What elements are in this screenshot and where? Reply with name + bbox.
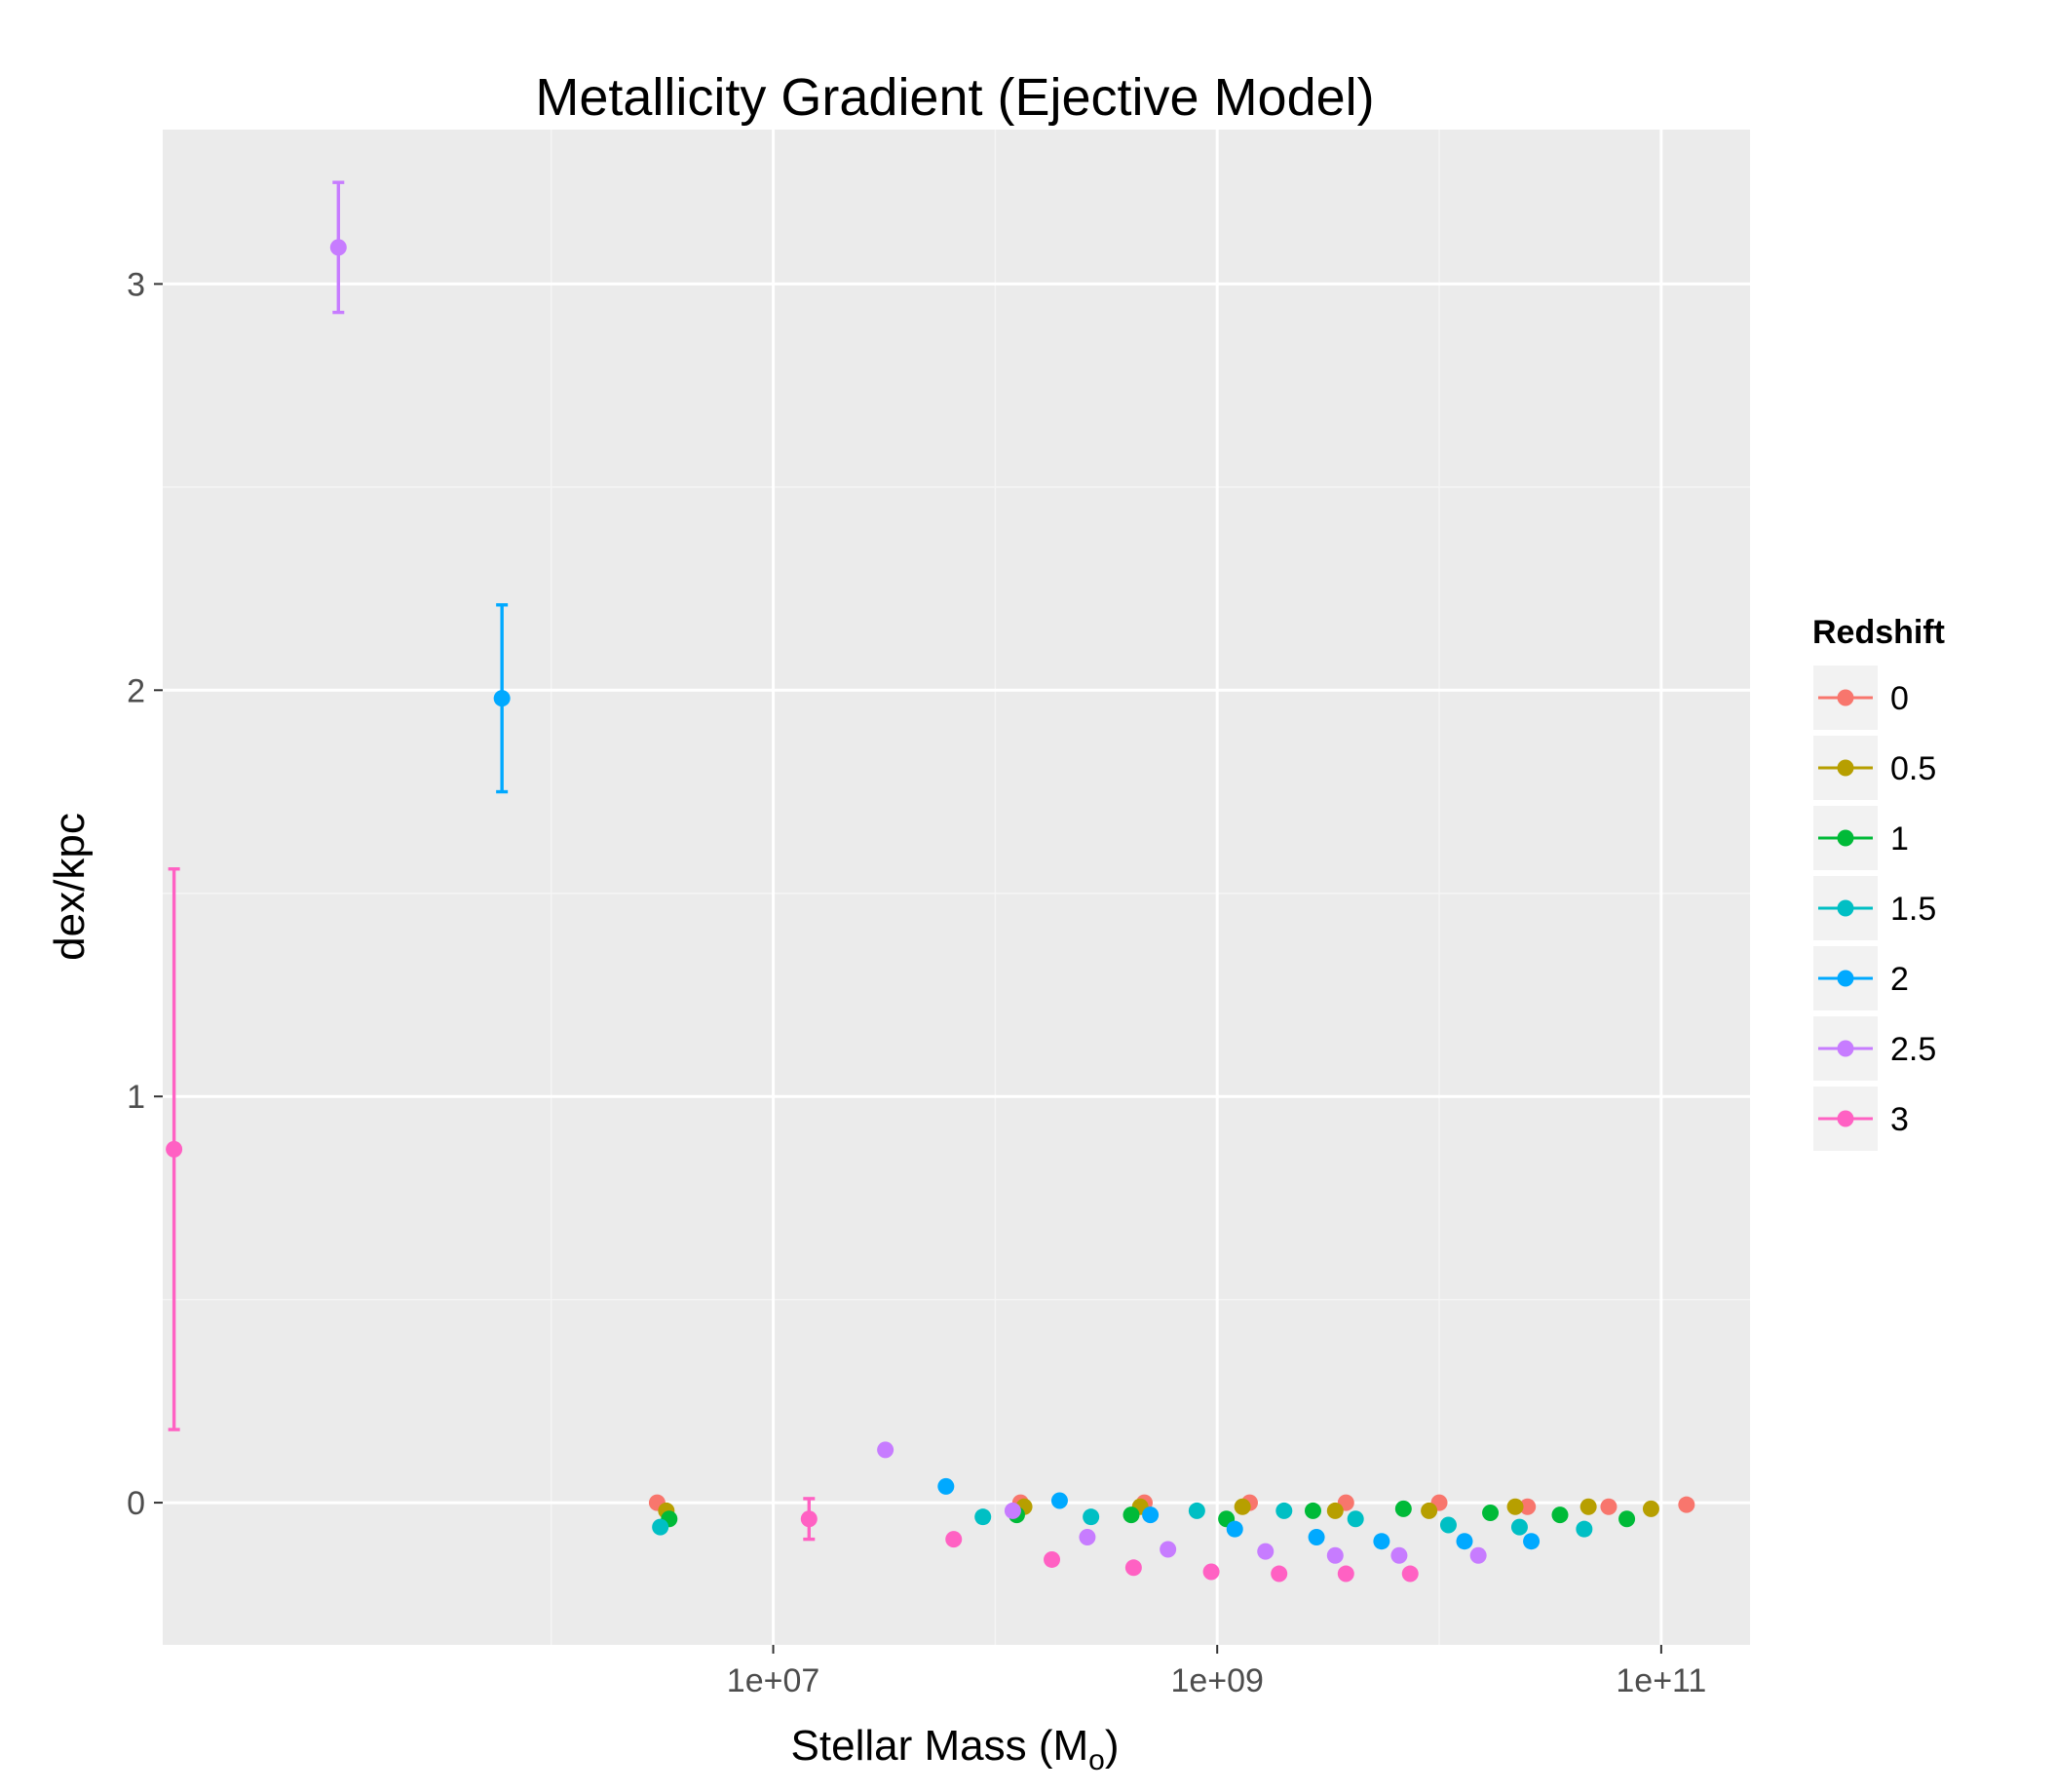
y-tick-label: 3 [127,266,145,303]
data-point-series-4 [1142,1506,1160,1524]
data-point-series-1 [1506,1498,1524,1515]
data-point-series-3 [1439,1516,1457,1534]
legend-label-0: 0 [1890,680,1909,717]
grid-minor [163,130,1750,1645]
data-point-series-6 [945,1531,963,1548]
data-point-series-5 [1004,1502,1021,1519]
data-point-series-2 [1394,1500,1412,1517]
data-point-series-3 [974,1508,992,1526]
data-point-series-6 [1271,1565,1288,1582]
data-point-series-2 [1551,1506,1569,1524]
legend-label-1: 0.5 [1890,750,1936,787]
legend-title: Redshift [1812,614,1945,651]
data-point-series-4 [1050,1492,1068,1509]
legend-label-3: 1.5 [1890,891,1936,928]
data-point-series-1 [1234,1498,1251,1515]
data-point-series-0 [1600,1498,1617,1515]
data-point-series-5 [877,1441,894,1459]
legend-label-6: 3 [1890,1101,1909,1138]
legend-label-5: 2.5 [1890,1031,1936,1068]
legend-key-point-5 [1837,1040,1854,1057]
y-axis-title: dex/kpc [46,813,94,961]
legend-key-point-4 [1837,970,1854,987]
data-point-series-6 [1124,1559,1142,1577]
data-point-series-4 [1456,1533,1473,1550]
data-point-series-5 [329,239,347,256]
data-point-series-4 [1308,1529,1325,1546]
data-point-series-4 [937,1477,955,1495]
data-point-series-6 [1401,1565,1419,1582]
data-point-series-6 [800,1510,818,1528]
y-tick-label: 2 [127,672,145,709]
plot-panel [163,130,1750,1645]
x-axis-title-subscript: o [1088,1744,1105,1776]
y-tick-label: 1 [127,1079,145,1116]
data-point-series-2 [1304,1502,1321,1519]
legend-key-point-3 [1837,899,1854,917]
y-axis: 0 1 2 3 [127,266,163,1522]
legend-item-5: 2.5 [1811,1014,1936,1083]
data-point-series-0 [1678,1496,1695,1513]
x-axis-title-main: Stellar Mass (M [791,1722,1089,1770]
data-point-series-3 [1083,1508,1100,1526]
data-point-series-2 [1482,1505,1500,1522]
data-point-series-5 [1079,1529,1096,1546]
data-point-series-3 [1510,1518,1528,1536]
data-point-series-4 [493,690,511,707]
legend-key-point-6 [1837,1110,1854,1127]
legend-item-2: 1 [1811,804,1909,872]
y-tick-label: 0 [127,1485,145,1522]
data-point-series-3 [1576,1520,1593,1538]
data-point-series-2 [1618,1510,1636,1528]
legend-item-3: 1.5 [1811,874,1936,942]
data-point-series-5 [1390,1546,1408,1564]
data-point-series-5 [1326,1546,1344,1564]
x-axis-title-close: ) [1105,1722,1120,1770]
data-point-series-3 [1275,1502,1293,1519]
data-point-series-6 [1337,1565,1354,1582]
legend-label-4: 2 [1890,961,1909,998]
data-point-series-2 [1123,1506,1140,1524]
data-point-series-3 [652,1518,669,1536]
data-point-series-6 [1202,1563,1220,1581]
data-point-series-4 [1523,1533,1541,1550]
x-tick-label: 1e+09 [1170,1662,1264,1699]
data-point-series-4 [1373,1533,1390,1550]
data-point-series-3 [1347,1510,1364,1528]
data-points [166,239,1695,1582]
data-point-series-4 [1226,1520,1243,1538]
x-axis: 1e+07 1e+09 1e+11 [727,1645,1706,1699]
legend-item-0: 0 [1811,664,1909,732]
legend-item-6: 3 [1811,1085,1909,1153]
data-point-series-5 [1257,1543,1275,1560]
legend-item-1: 0.5 [1811,734,1936,802]
x-tick-label: 1e+11 [1616,1662,1706,1699]
data-point-series-1 [1421,1502,1438,1519]
legend-key-point-0 [1837,689,1854,706]
legend: Redshift 0 0.5 1 1.5 2 2.5 3 [1811,614,1945,1153]
data-point-series-3 [1188,1502,1205,1519]
x-tick-label: 1e+07 [727,1662,820,1699]
data-point-series-1 [1642,1500,1659,1517]
data-point-series-5 [1160,1541,1177,1558]
x-axis-title: Stellar Mass (Mo) [791,1722,1120,1776]
data-point-series-5 [1469,1546,1487,1564]
data-point-series-1 [1326,1502,1344,1519]
legend-label-2: 1 [1890,820,1909,858]
legend-item-4: 2 [1811,944,1909,1012]
legend-key-point-2 [1837,829,1854,847]
grid-major [163,130,1750,1645]
data-point-series-0 [1519,1498,1537,1515]
legend-key-point-1 [1837,759,1854,777]
data-point-series-6 [166,1140,183,1158]
chart-title: Metallicity Gradient (Ejective Model) [535,68,1374,127]
data-point-series-1 [1579,1498,1597,1515]
data-point-series-6 [1044,1550,1061,1568]
